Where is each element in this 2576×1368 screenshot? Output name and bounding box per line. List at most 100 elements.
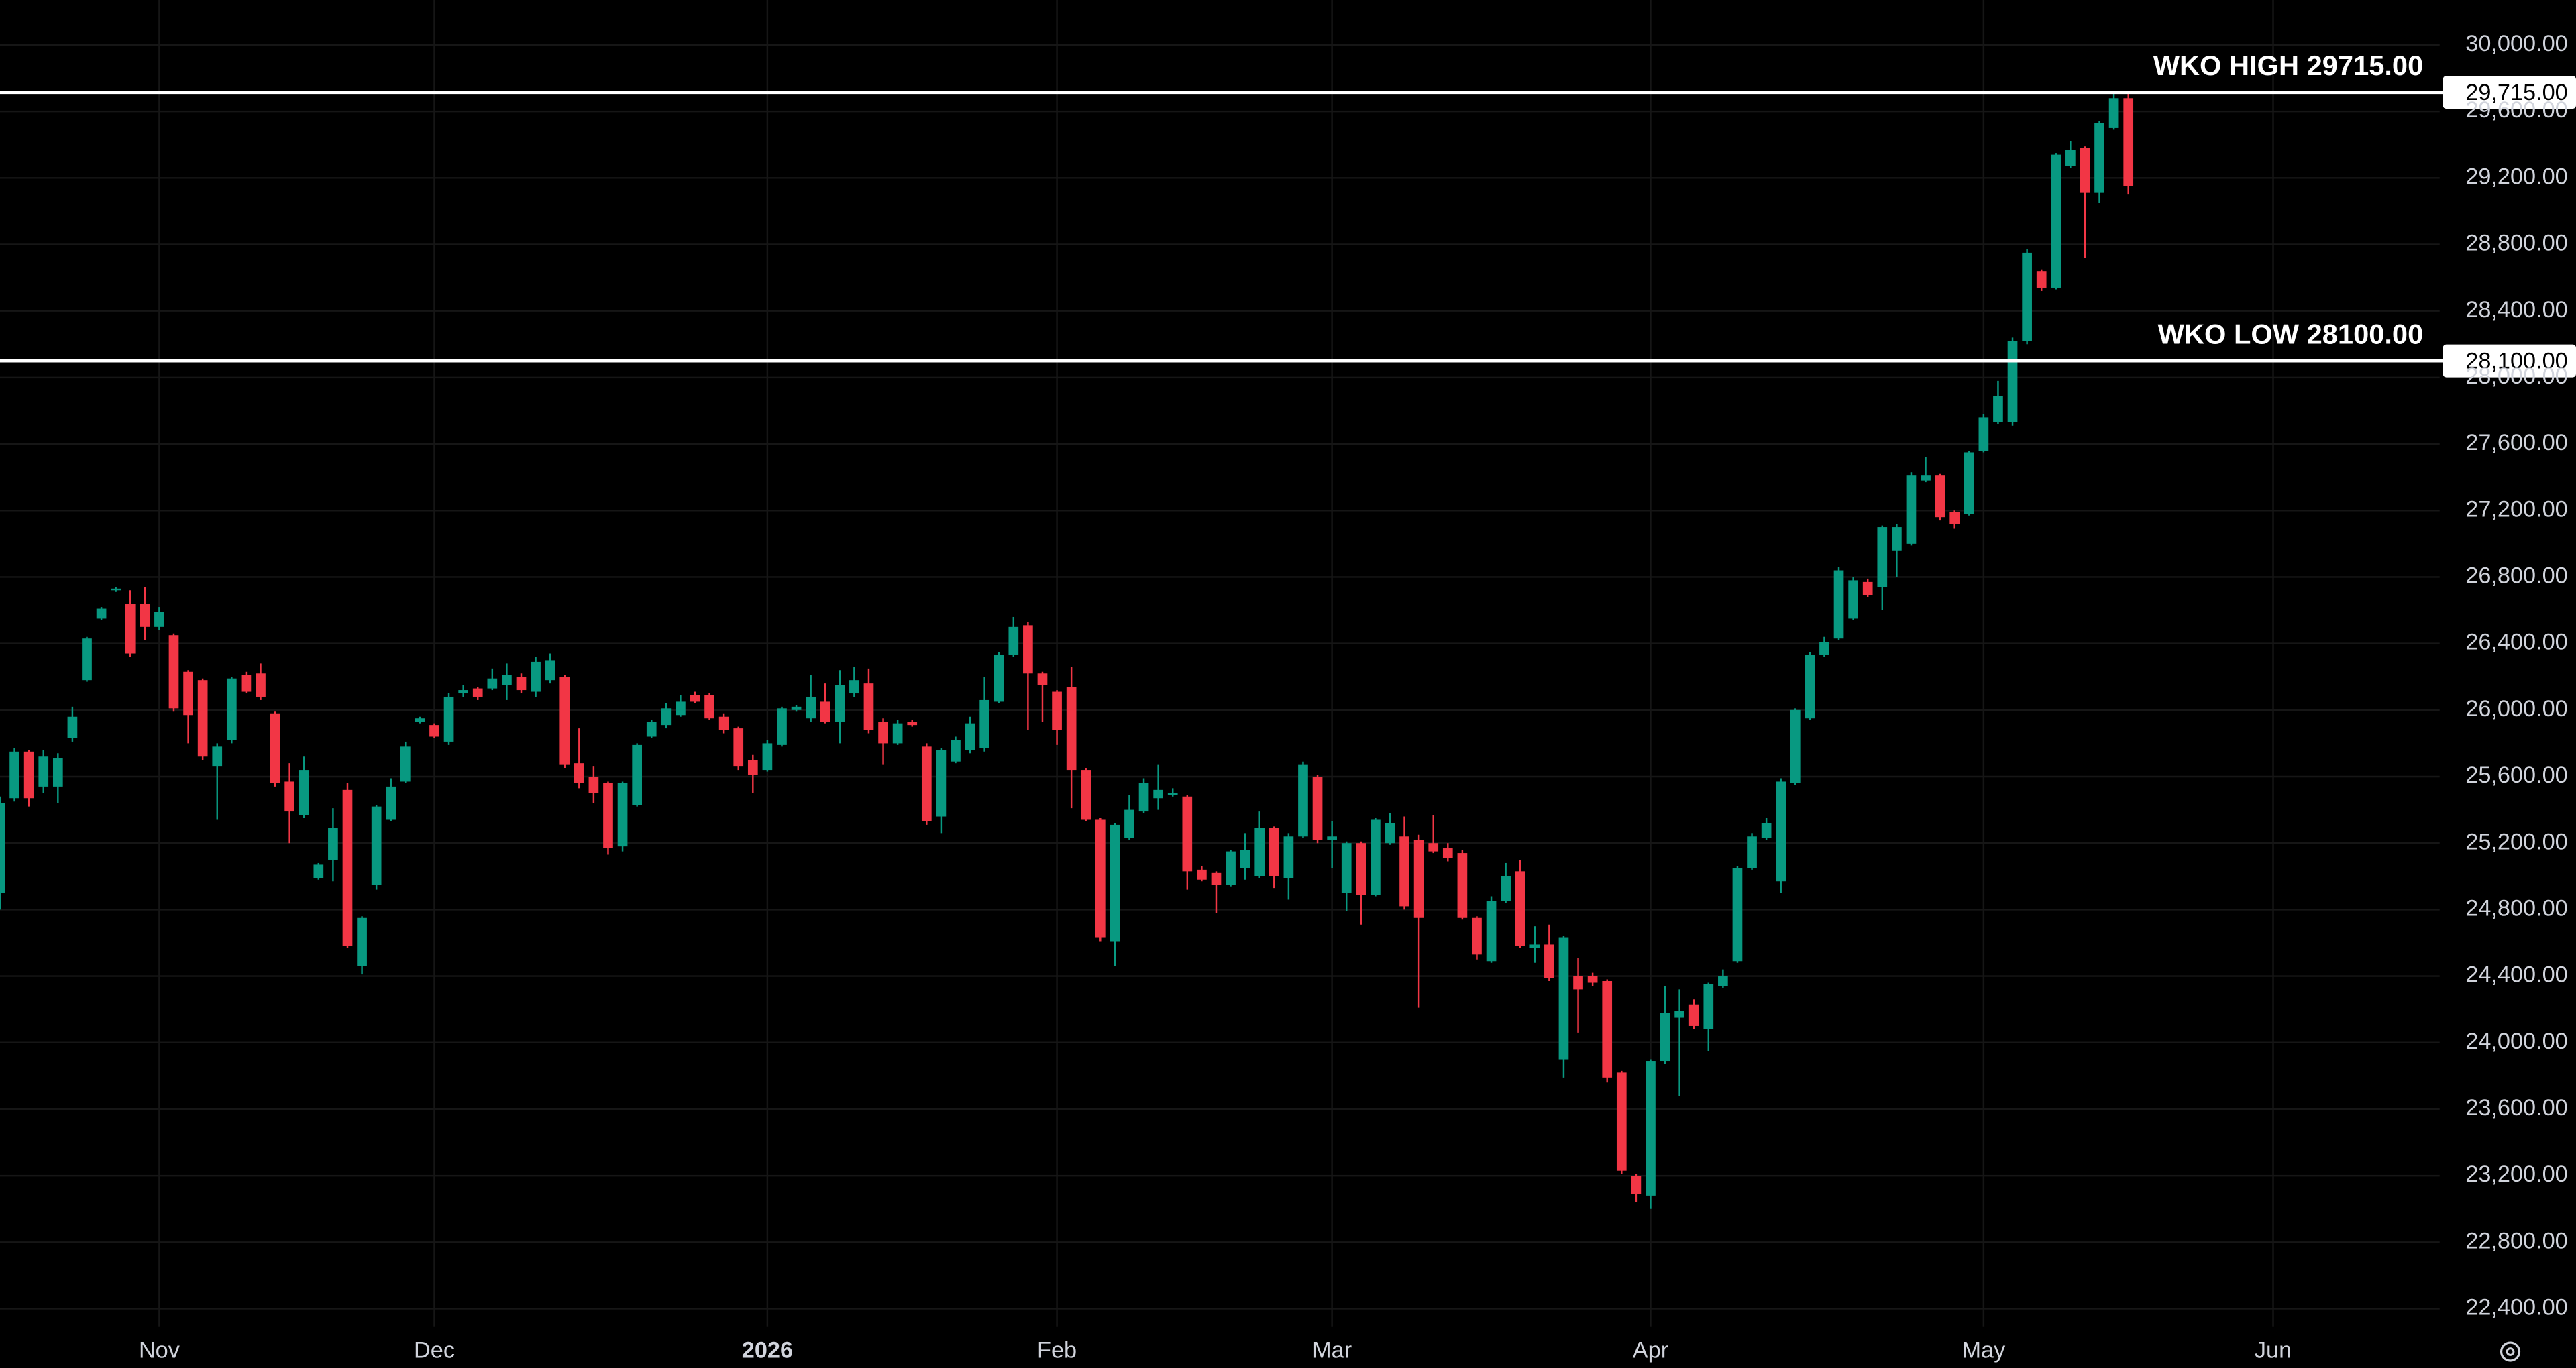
x-tick-label: May: [1962, 1338, 2006, 1363]
candle-body: [371, 806, 382, 885]
candle-body: [140, 604, 150, 627]
candle-body: [747, 760, 758, 775]
candle-body: [2051, 154, 2061, 288]
candle-body: [1371, 819, 1381, 895]
candle-body: [921, 746, 932, 821]
candle-body: [67, 716, 78, 738]
candle-body: [1935, 475, 1945, 518]
candle-body: [1616, 1072, 1627, 1171]
candle-body: [1515, 871, 1525, 946]
candle-body: [951, 740, 961, 762]
y-tick-label: 27,600.00: [2465, 430, 2567, 455]
candle-body: [1573, 976, 1583, 990]
candle-body: [1732, 868, 1743, 962]
candle-body: [1892, 527, 1902, 551]
y-tick-label: 29,200.00: [2465, 164, 2567, 189]
candle-body: [1138, 783, 1149, 812]
candle-body: [52, 758, 63, 787]
candle-body: [531, 661, 541, 692]
settings-icon[interactable]: [2500, 1341, 2521, 1362]
grid: [0, 0, 2440, 1327]
candle-body: [1457, 853, 1468, 918]
y-tick-label: 23,200.00: [2465, 1161, 2567, 1187]
candle-body: [1501, 876, 1511, 901]
candle-body: [516, 677, 527, 691]
candle-body: [1906, 475, 1917, 544]
candle-body: [863, 683, 874, 730]
candle-body: [284, 781, 295, 812]
candle-body: [429, 725, 439, 737]
candle-body: [9, 751, 19, 799]
candle-body: [1805, 654, 1815, 719]
y-tick-label: 26,800.00: [2465, 563, 2567, 589]
candle-body: [733, 728, 744, 767]
y-tick-label: 22,800.00: [2465, 1228, 2567, 1253]
candle-body: [1718, 976, 1728, 986]
candle-body: [835, 685, 845, 722]
candle-body: [1153, 789, 1163, 799]
horizontal-lines: WKO HIGH 29715.00 29,715.00 WKO LOW 28100.…: [0, 50, 2576, 378]
candle-body: [1921, 475, 1931, 481]
y-tick-label: 24,400.00: [2465, 962, 2567, 988]
candle-body: [386, 786, 396, 820]
x-tick-label: 2026: [742, 1338, 793, 1363]
candle-body: [1558, 937, 1569, 1060]
price-tag: [2443, 76, 2576, 109]
candle-body: [965, 723, 975, 750]
candle-body: [892, 723, 903, 744]
axes: 22,400.00 22,800.00 23,200.00 23,600.00 24,0…: [139, 31, 2568, 1363]
candle-body: [2007, 341, 2018, 422]
candle-body: [907, 722, 918, 726]
candle-body: [197, 680, 208, 757]
y-tick-label: 23,600.00: [2465, 1095, 2567, 1121]
candle-body: [777, 708, 787, 745]
y-tick-label: 24,000.00: [2465, 1029, 2567, 1054]
price-tag: [2443, 344, 2576, 378]
candle-body: [2022, 252, 2032, 341]
candle-body: [849, 680, 859, 694]
candle-body: [2080, 148, 2090, 193]
candle-body: [820, 701, 830, 722]
candle-body: [718, 716, 729, 730]
candle-body: [1182, 796, 1193, 872]
candle-body: [1327, 836, 1337, 840]
candle-body: [588, 777, 599, 793]
candle-body: [415, 718, 425, 722]
candle-body: [299, 770, 309, 815]
candle-body: [111, 588, 121, 591]
candle-body: [603, 783, 613, 848]
candle-body: [646, 722, 657, 737]
candle-body: [256, 673, 266, 697]
candle-body: [154, 612, 164, 627]
candle-body: [1081, 770, 1091, 820]
y-tick-label: 28,400.00: [2465, 297, 2567, 323]
candle-body: [2094, 123, 2104, 193]
candle-body: [806, 696, 816, 719]
candle-body: [1790, 709, 1801, 783]
candle-body: [1833, 570, 1844, 639]
candle-body: [2108, 98, 2119, 128]
candle-body: [1848, 580, 1858, 619]
candle-body: [1761, 823, 1772, 838]
candle-body: [1254, 828, 1265, 876]
x-tick-label: Mar: [1312, 1338, 1352, 1363]
candle-body: [168, 635, 179, 709]
candle-body: [2065, 150, 2076, 166]
candle-body: [226, 678, 237, 740]
y-tick-label: 29,600.00: [2465, 97, 2567, 123]
candle-body: [1819, 642, 1829, 655]
candle-body: [313, 864, 324, 878]
candle-body: [690, 695, 700, 702]
candle-body: [1399, 836, 1409, 907]
candle-body: [400, 746, 411, 782]
candle-body: [1776, 781, 1786, 882]
candle-body: [1095, 819, 1106, 938]
y-tick-label: 28,000.00: [2465, 363, 2567, 389]
candle-body: [1197, 869, 1207, 880]
candle-body: [241, 675, 252, 692]
candle-body: [1747, 836, 1757, 868]
candle-body: [38, 756, 49, 787]
x-tick-label: Dec: [414, 1338, 455, 1363]
candle-body: [1066, 687, 1077, 771]
